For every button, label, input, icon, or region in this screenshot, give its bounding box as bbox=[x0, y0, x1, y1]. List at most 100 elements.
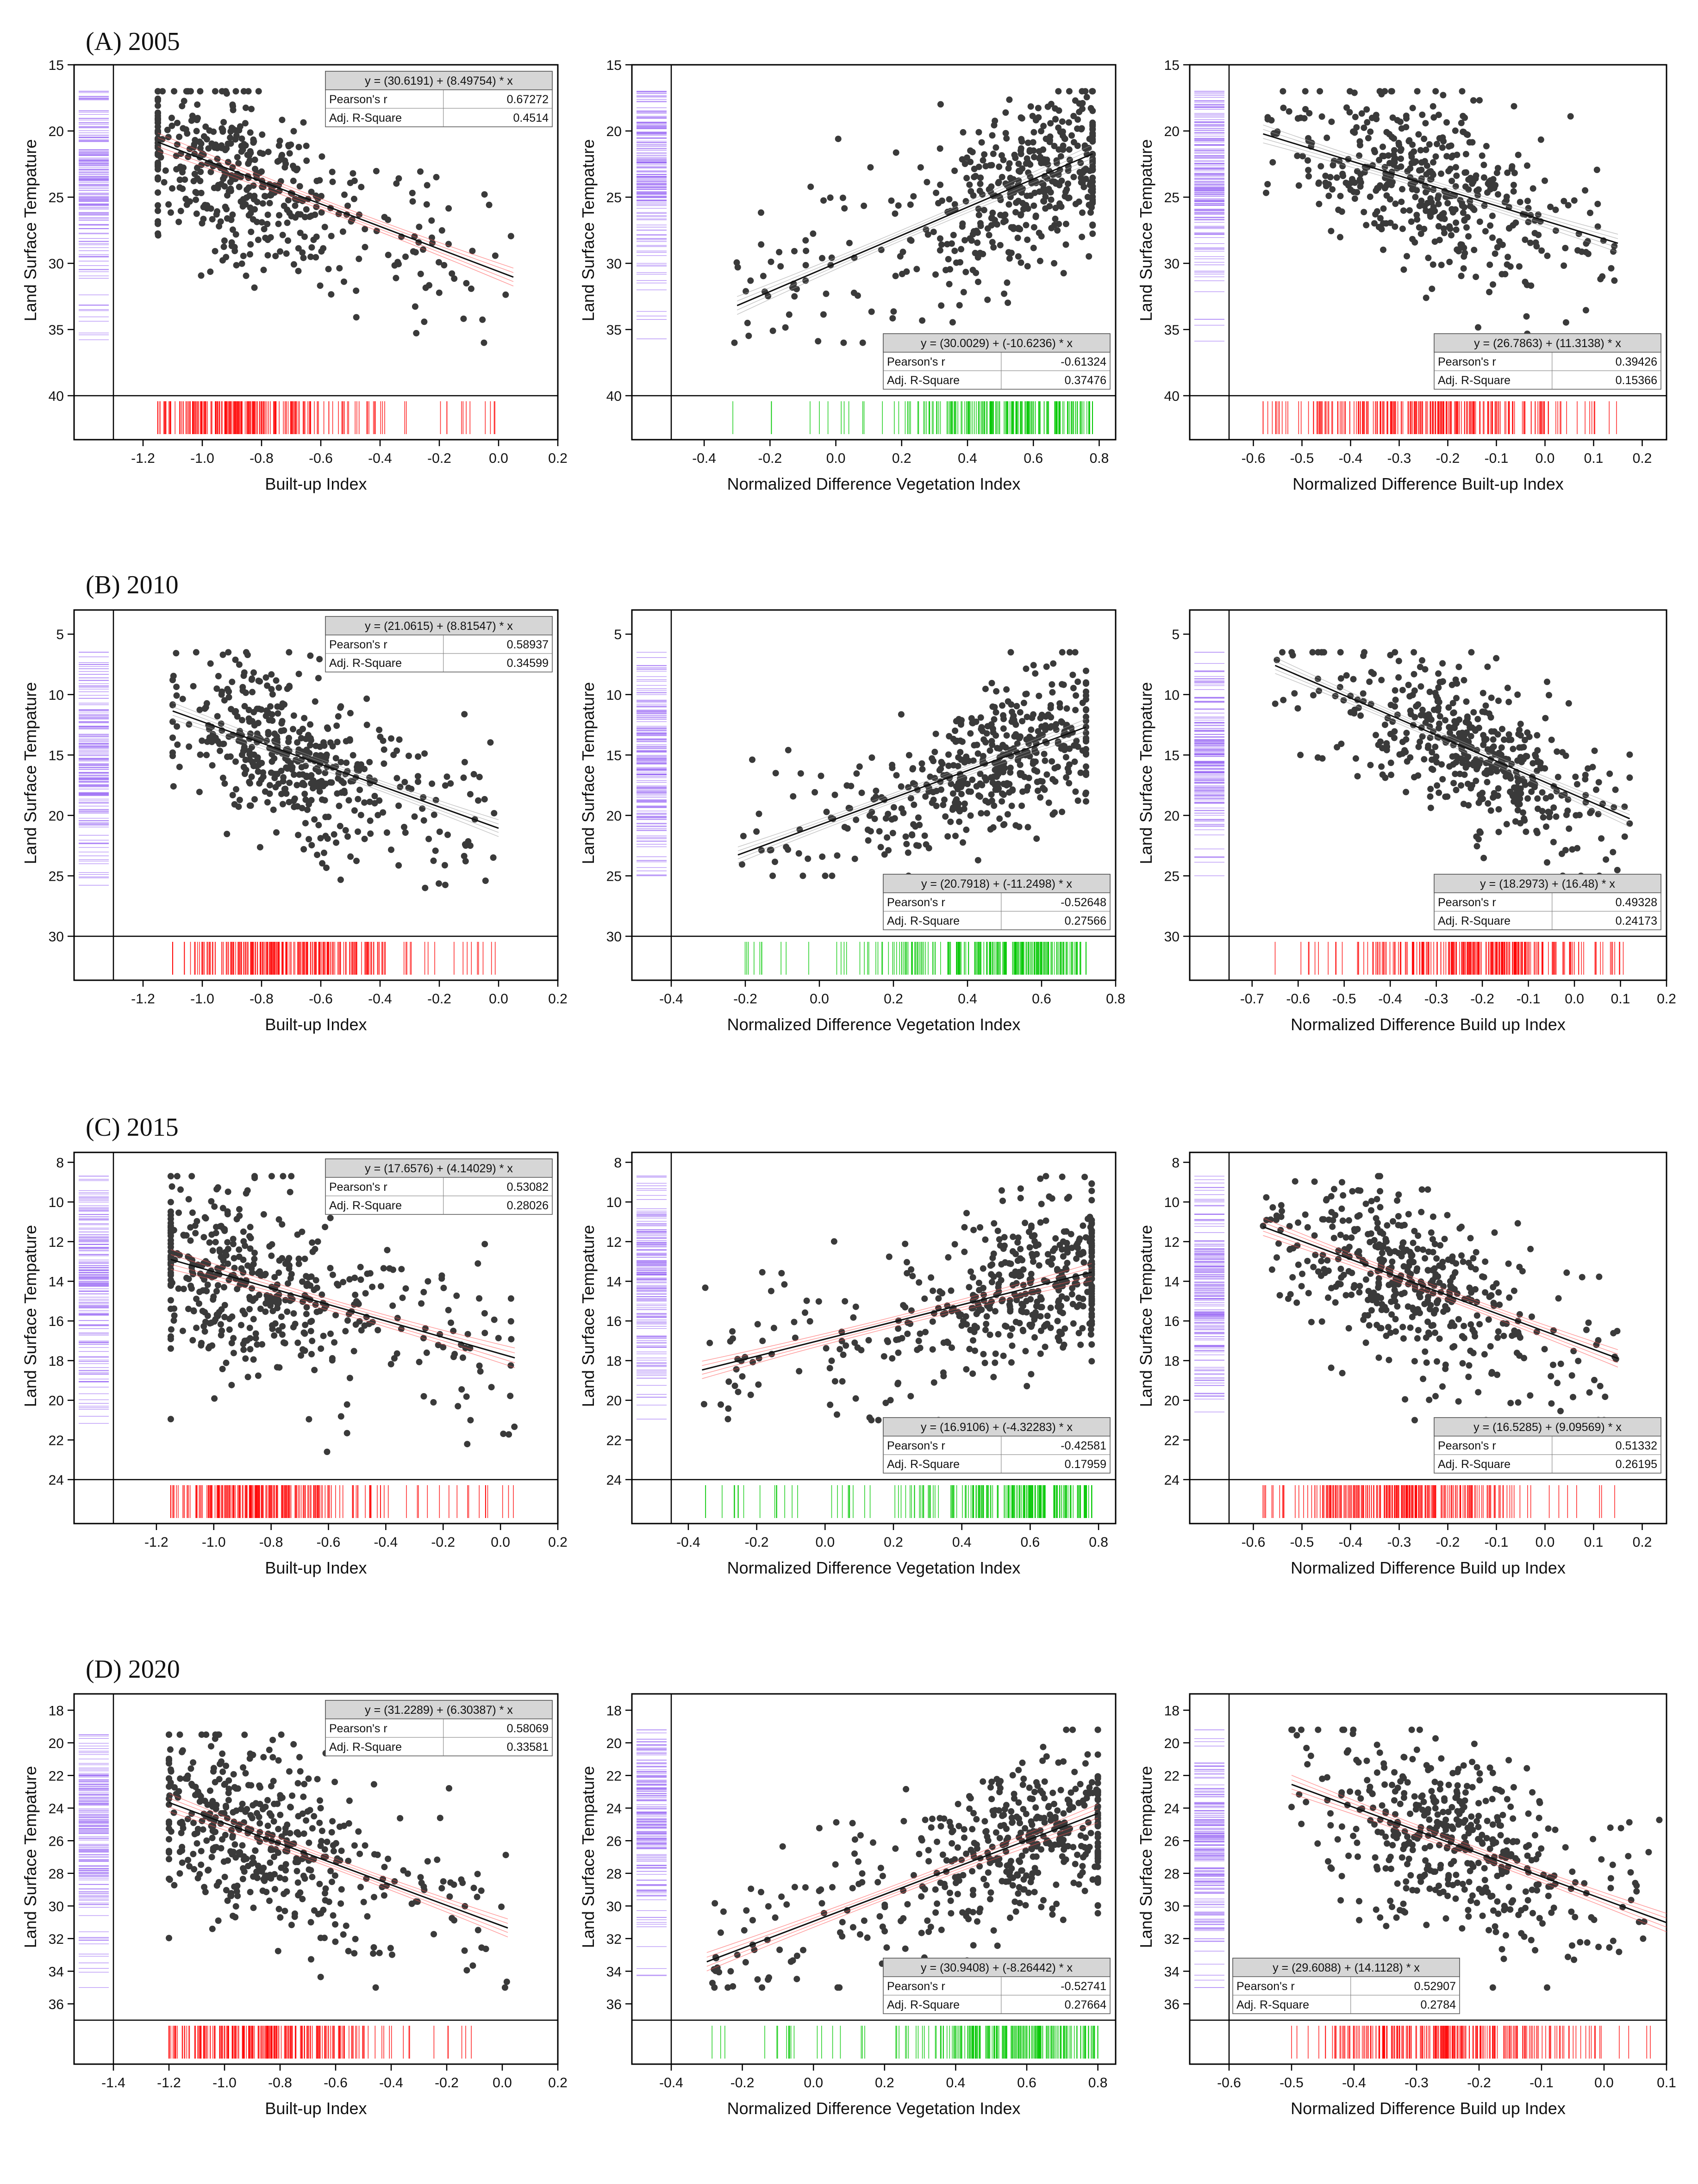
scatter-point bbox=[1438, 761, 1445, 768]
scatter-point bbox=[1599, 273, 1606, 280]
scatter-point bbox=[1448, 232, 1455, 239]
scatter-point bbox=[1010, 176, 1017, 183]
pearson-r-label: Pearson's r bbox=[1438, 355, 1496, 368]
scatter-point bbox=[312, 212, 318, 218]
scatter-point bbox=[358, 184, 365, 191]
scatter-point bbox=[1435, 704, 1442, 711]
scatter-point bbox=[234, 154, 241, 161]
scatter-point bbox=[1435, 725, 1442, 732]
scatter-point bbox=[173, 650, 180, 657]
scatter-point bbox=[383, 829, 390, 836]
scatter-point bbox=[1030, 224, 1037, 231]
scatter-point bbox=[341, 278, 347, 285]
y-tick-label: 15 bbox=[606, 58, 622, 73]
scatter-point bbox=[1461, 217, 1468, 224]
scatter-point bbox=[932, 271, 939, 278]
scatter-point bbox=[955, 804, 961, 811]
scatter-point bbox=[898, 783, 905, 790]
scatter-point bbox=[1342, 180, 1349, 187]
scatter-point bbox=[1079, 100, 1086, 106]
x-tick-label: -1.2 bbox=[131, 991, 155, 1007]
scatter-point bbox=[1440, 92, 1447, 99]
x-tick-label: 0.0 bbox=[489, 451, 508, 466]
scatter-point bbox=[828, 254, 835, 261]
scatter-point bbox=[283, 250, 290, 257]
scatter-point bbox=[301, 233, 308, 240]
scatter-point bbox=[436, 259, 442, 266]
scatter-point bbox=[890, 804, 897, 811]
scatter-point bbox=[1065, 119, 1072, 126]
scatter-point bbox=[772, 859, 778, 865]
scatter-point bbox=[342, 827, 349, 834]
scatter-point bbox=[865, 837, 872, 844]
scatter-point bbox=[820, 197, 827, 204]
scatter-point bbox=[1461, 253, 1467, 260]
regression-equation: y = (26.7863) + (11.3138) * x bbox=[1474, 337, 1621, 350]
scatter-point bbox=[1378, 226, 1385, 233]
scatter-point bbox=[1516, 263, 1523, 270]
y-tick-label: 40 bbox=[606, 389, 622, 404]
scatter-point bbox=[969, 776, 976, 783]
scatter-point bbox=[1571, 197, 1578, 204]
scatter-point bbox=[1052, 116, 1059, 123]
scatter-point bbox=[155, 189, 161, 196]
scatter-point bbox=[1460, 265, 1467, 272]
scatter-point bbox=[1491, 185, 1498, 192]
scatter-point bbox=[338, 778, 345, 784]
scatter-point bbox=[1046, 138, 1053, 145]
scatter-point bbox=[225, 688, 232, 695]
scatter-point bbox=[279, 801, 286, 808]
scatter-point bbox=[1070, 684, 1077, 691]
scatter-point bbox=[1034, 768, 1041, 775]
confidence-band bbox=[157, 146, 514, 282]
scatter-point bbox=[205, 145, 212, 152]
scatter-point bbox=[243, 272, 250, 279]
scatter-point bbox=[227, 140, 234, 147]
scatter-point bbox=[1083, 798, 1089, 805]
scatter-point bbox=[1435, 200, 1442, 207]
scatter-point bbox=[285, 237, 291, 244]
scatter-point bbox=[239, 717, 245, 723]
scatter-point bbox=[1059, 132, 1066, 139]
scatter-point bbox=[279, 152, 286, 158]
scatter-point bbox=[1039, 731, 1046, 738]
scatter-point bbox=[1007, 765, 1014, 771]
scatter-point bbox=[198, 272, 205, 279]
scatter-point bbox=[947, 266, 954, 273]
y-axis-title: Land Surface Tempature bbox=[579, 682, 598, 865]
scatter-point bbox=[967, 812, 974, 819]
scatter-point bbox=[278, 767, 285, 774]
scatter-point bbox=[1611, 243, 1618, 249]
scatter-point bbox=[1480, 854, 1487, 861]
scatter-point bbox=[1017, 709, 1024, 716]
scatter-point bbox=[939, 197, 945, 204]
scatter-point bbox=[1007, 193, 1014, 200]
scatter-point bbox=[999, 741, 1006, 748]
scatter-point bbox=[957, 749, 964, 756]
scatter-point bbox=[256, 844, 263, 851]
stats-box-header bbox=[325, 71, 553, 90]
scatter-point bbox=[337, 704, 344, 711]
scatter-point bbox=[256, 705, 262, 712]
scatter-point bbox=[1036, 257, 1043, 264]
scatter-point bbox=[1480, 174, 1487, 181]
scatter-point bbox=[155, 97, 161, 104]
scatter-point bbox=[229, 101, 236, 108]
scatter-point bbox=[1510, 746, 1517, 753]
scatter-point bbox=[262, 674, 269, 681]
y-tick-label: 20 bbox=[606, 809, 622, 824]
scatter-point bbox=[252, 166, 258, 173]
panel-frame bbox=[73, 64, 559, 441]
scatter-point bbox=[1066, 780, 1073, 787]
scatter-point bbox=[884, 834, 891, 841]
scatter-point bbox=[1089, 156, 1096, 162]
scatter-point bbox=[755, 810, 762, 817]
scatter-point bbox=[224, 215, 231, 222]
scatter-point bbox=[1422, 666, 1429, 673]
scatter-point bbox=[175, 218, 182, 225]
scatter-point bbox=[988, 680, 995, 686]
scatter-point bbox=[197, 88, 204, 95]
scatter-point bbox=[255, 88, 262, 95]
scatter-point bbox=[1000, 769, 1006, 776]
scatter-point bbox=[970, 228, 977, 235]
